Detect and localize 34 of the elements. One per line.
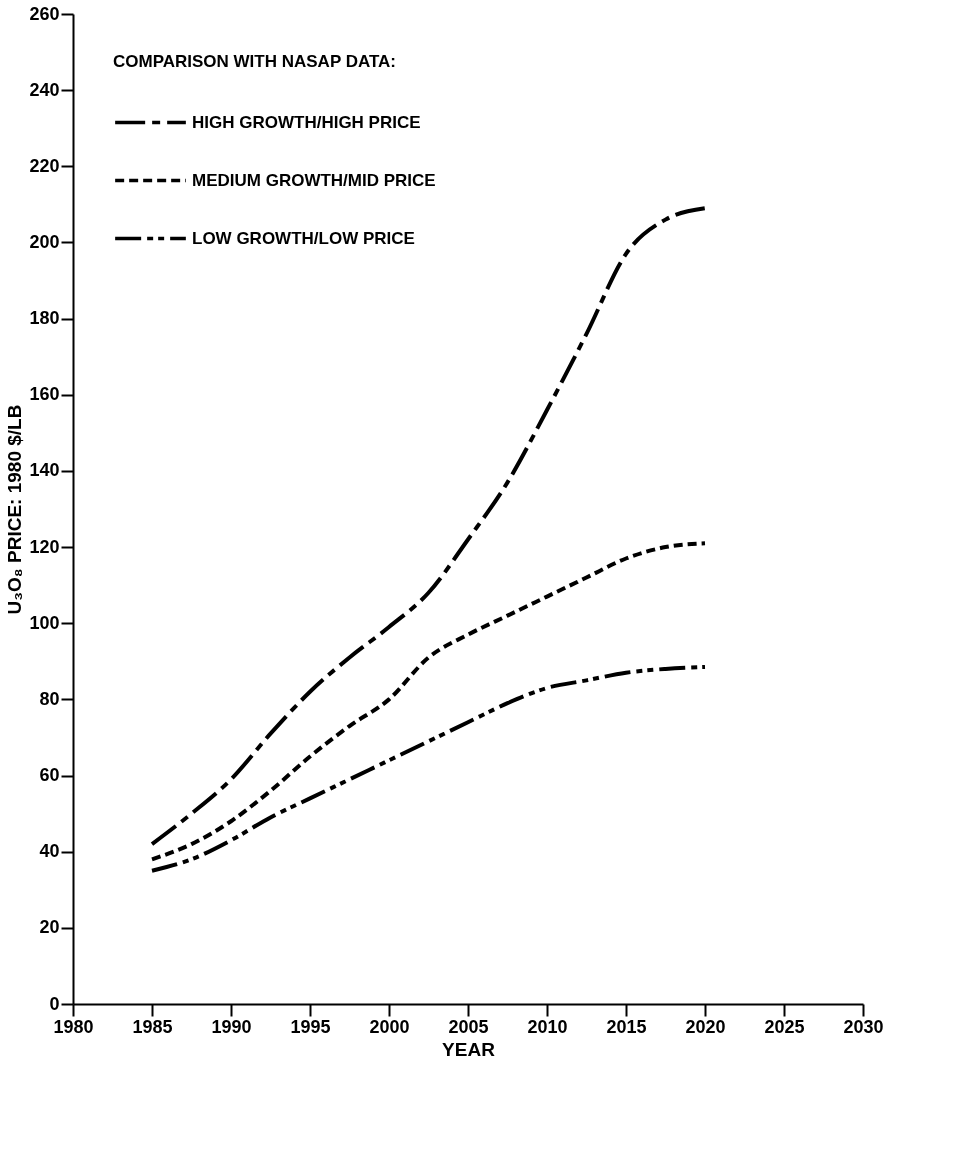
y-tick-label: 180	[29, 308, 60, 329]
x-axis-title: YEAR	[442, 1038, 496, 1060]
x-tick-label: 2000	[369, 1016, 410, 1037]
legend-label: MEDIUM GROWTH/MID PRICE	[192, 170, 436, 190]
y-tick-label: 120	[29, 536, 60, 557]
legend-title: COMPARISON WITH NASAP DATA:	[113, 52, 397, 71]
y-tick-label: 0	[49, 993, 60, 1014]
y-tick-label: 60	[39, 765, 60, 786]
x-tick-label: 2025	[764, 1016, 805, 1037]
y-axis-title: U₃O₈ PRICE: 1980 $/LB	[4, 404, 26, 615]
legend-label: HIGH GROWTH/HIGH PRICE	[192, 112, 421, 132]
x-tick-label: 1990	[211, 1016, 252, 1037]
x-tick-label: 1980	[53, 1016, 94, 1037]
y-tick-label: 40	[39, 841, 60, 862]
x-tick-label: 2015	[606, 1016, 647, 1037]
y-tick-label: 240	[29, 79, 60, 100]
legend-label: LOW GROWTH/LOW PRICE	[192, 228, 415, 248]
x-tick-label: 1985	[132, 1016, 173, 1037]
line-series	[150, 665, 707, 873]
x-tick-label: 2030	[843, 1016, 884, 1037]
y-tick-label: 20	[39, 917, 60, 938]
y-tick-label: 80	[39, 688, 60, 709]
x-tick-label: 2005	[448, 1016, 489, 1037]
y-tick-label: 140	[29, 460, 60, 481]
y-tick-label: 260	[29, 3, 60, 24]
line-series	[150, 541, 707, 862]
x-tick-label: 2020	[685, 1016, 726, 1037]
x-tick-label: 2010	[527, 1016, 568, 1037]
y-tick-label: 200	[29, 231, 60, 252]
line-series	[150, 206, 707, 847]
y-tick-label: 160	[29, 384, 60, 405]
x-tick-label: 1995	[290, 1016, 331, 1037]
y-tick-label: 220	[29, 155, 60, 176]
y-tick-label: 100	[29, 612, 60, 633]
